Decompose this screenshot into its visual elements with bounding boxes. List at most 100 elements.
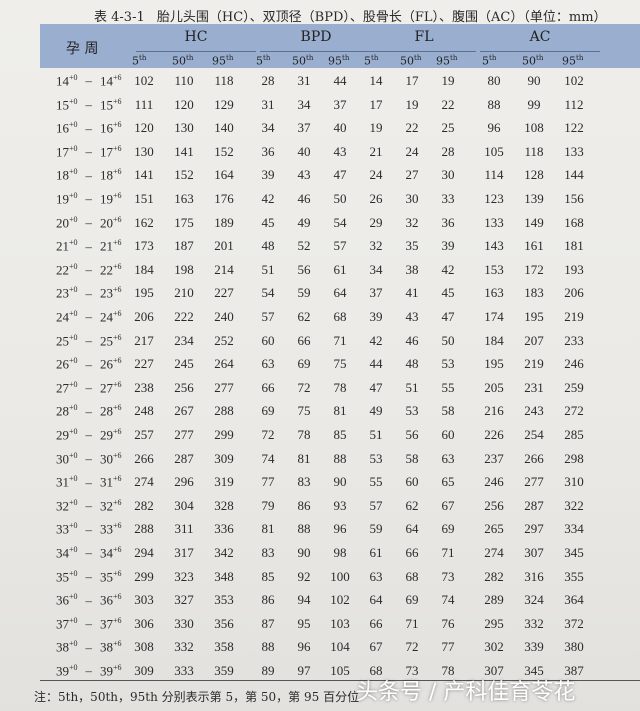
table-row: 19+0–19+6 151 163 176 42 46 50 26 30 33 123 139 156 xyxy=(40,188,640,211)
value-cell-bpd: 59 xyxy=(297,285,311,301)
table-row: 26+0–26+6 227 245 264 63 69 75 44 48 53 195 219 246 xyxy=(40,353,640,376)
value-cell-fl: 71 xyxy=(441,545,455,560)
gestational-week-cell: 36+0–36+6 xyxy=(56,592,122,608)
value-cell-hc: 110 xyxy=(174,73,194,88)
value-cell-ac: 181 xyxy=(564,238,584,254)
value-cell-bpd: 87 xyxy=(261,615,275,631)
value-cell-ac: 285 xyxy=(564,427,584,442)
value-cell-bpd: 71 xyxy=(333,332,347,348)
value-cell-bpd: 44 xyxy=(333,73,347,88)
table-row: 33+0–33+6 288 311 336 81 88 96 59 64 69 265 297 334 xyxy=(40,518,640,541)
value-cell-fl: 53 xyxy=(369,450,383,466)
value-cell-ac: 206 xyxy=(564,285,584,301)
gestational-week-cell: 25+0–25+6 xyxy=(56,332,122,348)
value-cell-hc: 333 xyxy=(174,663,194,678)
value-cell-fl: 66 xyxy=(405,545,419,560)
value-cell-ac: 133 xyxy=(484,214,504,230)
value-cell-ac: 289 xyxy=(484,592,504,608)
value-cell-hc: 189 xyxy=(214,214,234,230)
gestational-week-cell: 22+0–22+6 xyxy=(56,261,122,278)
table-row: 21+0–21+6 173 187 201 48 52 57 32 35 39 143 161 181 xyxy=(40,235,640,258)
table-row: 15+0–15+6 111 120 129 31 34 37 17 19 22 88 99 112 xyxy=(40,94,640,117)
value-cell-bpd: 100 xyxy=(330,568,350,584)
table-row: 23+0–23+6 195 210 227 54 59 64 37 41 45 163 183 206 xyxy=(40,282,640,305)
gestational-week-cell: 39+0–39+6 xyxy=(56,663,122,679)
value-cell-bpd: 63 xyxy=(261,356,275,372)
value-cell-fl: 60 xyxy=(405,474,419,490)
table-row: 24+0–24+6 206 222 240 57 62 68 39 43 47 174 195 219 xyxy=(40,306,640,329)
value-cell-fl: 37 xyxy=(369,285,383,301)
value-cell-bpd: 69 xyxy=(297,356,311,372)
value-cell-ac: 237 xyxy=(484,450,504,466)
value-cell-fl: 53 xyxy=(441,356,455,372)
value-cell-ac: 233 xyxy=(564,332,584,348)
value-cell-bpd: 48 xyxy=(261,238,275,254)
value-cell-hc: 317 xyxy=(174,545,194,560)
value-cell-hc: 217 xyxy=(134,332,154,348)
value-cell-bpd: 56 xyxy=(297,261,311,277)
value-cell-bpd: 81 xyxy=(261,521,275,537)
value-cell-ac: 195 xyxy=(524,309,544,324)
value-cell-bpd: 81 xyxy=(297,450,311,466)
value-cell-hc: 163 xyxy=(174,191,194,206)
value-cell-fl: 14 xyxy=(369,73,383,88)
value-cell-bpd: 66 xyxy=(297,332,311,348)
value-cell-hc: 120 xyxy=(174,96,194,112)
value-cell-fl: 49 xyxy=(369,403,383,419)
value-cell-hc: 308 xyxy=(134,639,154,655)
value-cell-bpd: 40 xyxy=(297,143,311,159)
value-cell-bpd: 60 xyxy=(261,332,275,348)
value-cell-bpd: 89 xyxy=(261,663,275,678)
table-row: 28+0–28+6 248 267 288 69 75 81 49 53 58 216 243 272 xyxy=(40,400,640,423)
value-cell-fl: 24 xyxy=(405,143,419,159)
value-cell-hc: 309 xyxy=(214,450,234,466)
gestational-week-cell: 32+0–32+6 xyxy=(56,497,122,514)
value-cell-bpd: 75 xyxy=(333,356,347,372)
value-cell-ac: 339 xyxy=(524,639,544,655)
table-row: 38+0–38+6 308 332 358 88 96 104 67 72 77 302 339 380 xyxy=(40,636,640,659)
value-cell-ac: 307 xyxy=(484,663,504,678)
value-cell-hc: 274 xyxy=(134,474,154,490)
value-cell-fl: 66 xyxy=(369,615,383,631)
value-cell-hc: 342 xyxy=(214,545,234,560)
value-cell-ac: 307 xyxy=(524,545,544,560)
value-cell-bpd: 102 xyxy=(330,592,350,608)
table-row: 39+0–39+6 309 333 359 89 97 105 68 73 78 307 345 387 xyxy=(40,660,640,683)
value-cell-bpd: 57 xyxy=(333,238,347,254)
table-row: 25+0–25+6 217 234 252 60 66 71 42 46 50 184 207 233 xyxy=(40,330,640,353)
value-cell-fl: 68 xyxy=(405,568,419,584)
value-cell-ac: 168 xyxy=(564,214,584,230)
value-cell-fl: 32 xyxy=(405,214,419,230)
value-cell-hc: 210 xyxy=(174,285,194,301)
value-cell-ac: 102 xyxy=(564,73,584,88)
value-cell-hc: 332 xyxy=(174,639,194,655)
value-cell-hc: 130 xyxy=(174,120,194,136)
value-cell-fl: 55 xyxy=(441,379,455,395)
value-cell-hc: 111 xyxy=(134,96,154,112)
value-cell-fl: 46 xyxy=(405,332,419,348)
footnote: 注：5th，50th，95th 分别表示第 5，第 50，第 95 百分位 xyxy=(34,690,360,704)
value-cell-bpd: 88 xyxy=(297,521,311,537)
value-cell-ac: 207 xyxy=(524,332,544,348)
value-cell-hc: 356 xyxy=(214,615,234,631)
value-cell-fl: 50 xyxy=(441,332,455,348)
value-cell-fl: 55 xyxy=(369,474,383,490)
value-cell-bpd: 54 xyxy=(261,285,275,301)
percentile-header: 95th xyxy=(436,54,458,68)
group-header-ac: AC xyxy=(529,29,551,45)
value-cell-bpd: 54 xyxy=(333,214,347,230)
value-cell-fl: 34 xyxy=(369,261,383,277)
value-cell-fl: 41 xyxy=(405,285,419,301)
value-cell-hc: 277 xyxy=(174,427,194,442)
table-row: 36+0–36+6 303 327 353 86 94 102 64 69 74 289 324 364 xyxy=(40,589,640,612)
watermark: 头条号 / 产科佳育苓花 xyxy=(356,680,576,705)
value-cell-fl: 63 xyxy=(441,450,455,466)
value-cell-bpd: 34 xyxy=(297,96,311,112)
value-cell-bpd: 90 xyxy=(333,474,347,490)
value-cell-ac: 259 xyxy=(564,379,584,395)
value-cell-bpd: 86 xyxy=(297,497,311,513)
percentile-header: 50th xyxy=(522,54,544,68)
value-cell-hc: 256 xyxy=(174,379,194,395)
value-cell-ac: 364 xyxy=(564,592,584,608)
